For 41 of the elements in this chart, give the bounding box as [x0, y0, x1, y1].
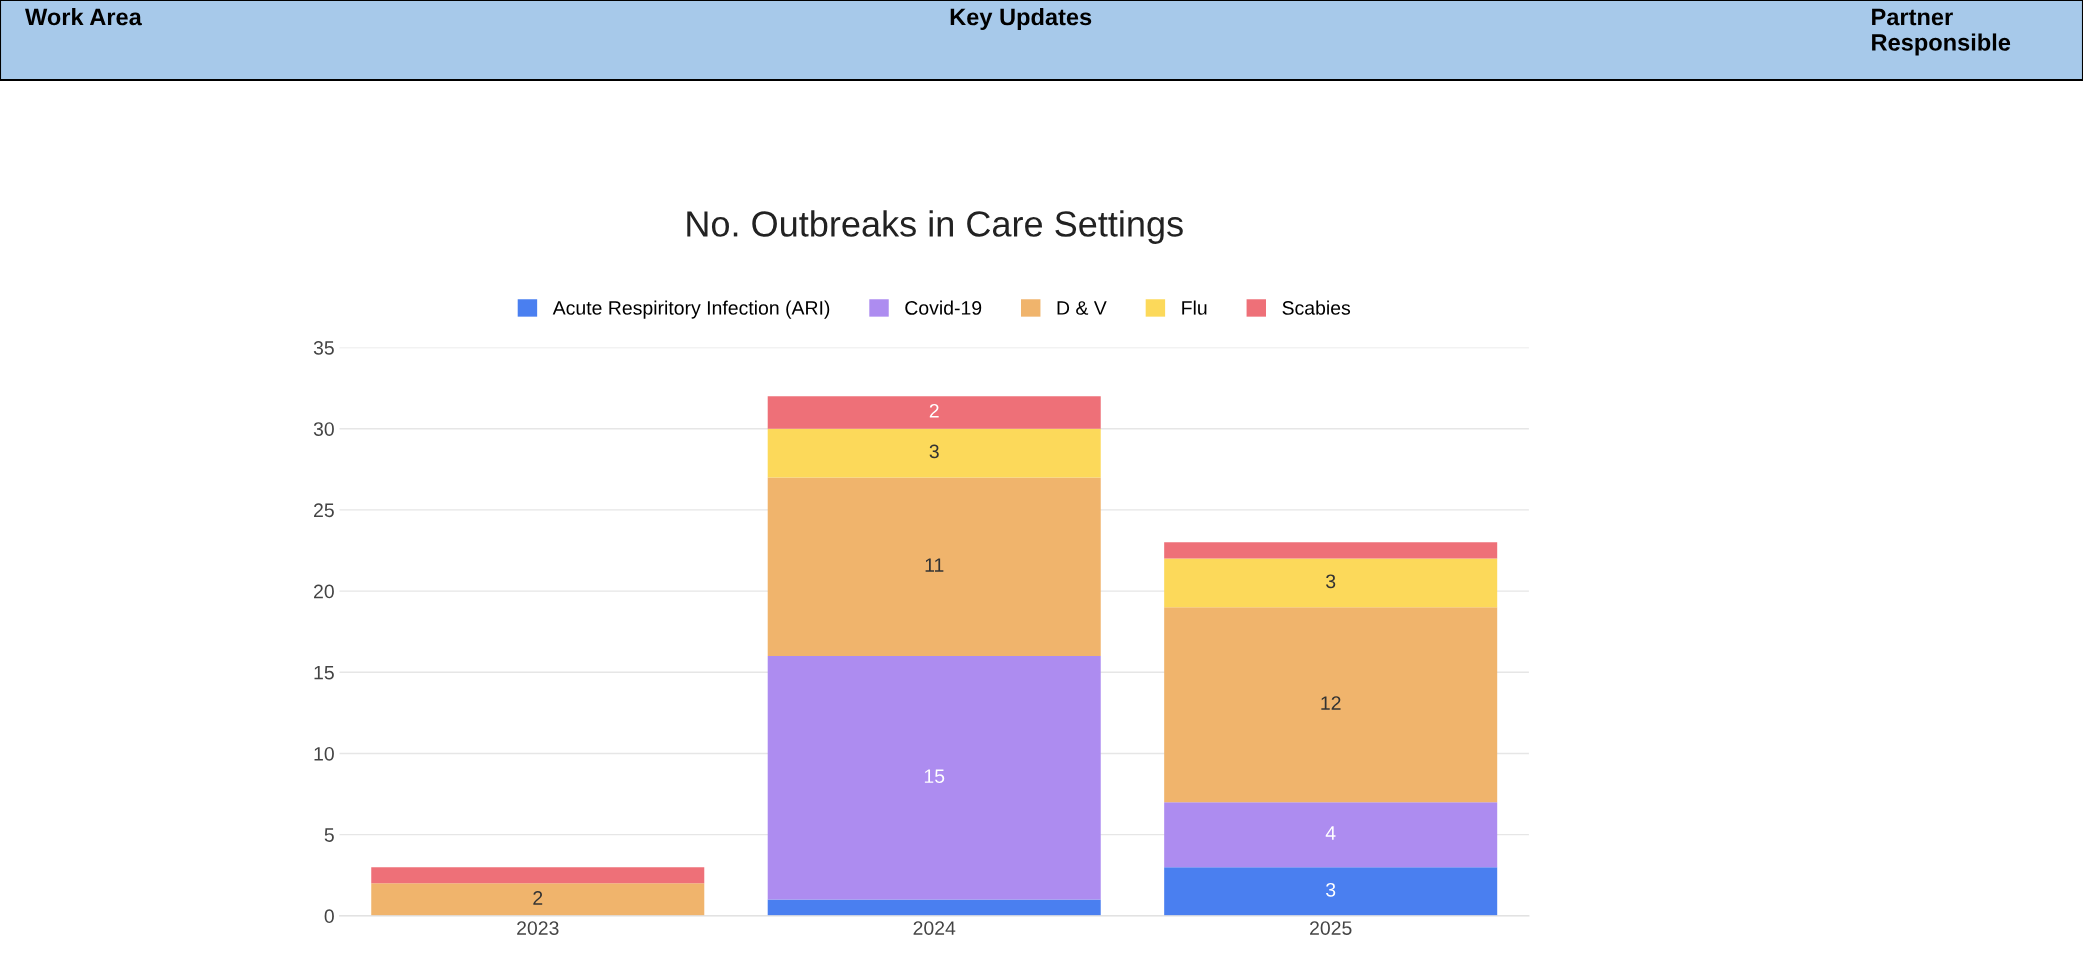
data-label: 4 — [1325, 826, 1336, 840]
y-tick-label: 15 — [314, 665, 334, 680]
y-tick-label: 0 — [324, 909, 334, 924]
bar — [1164, 802, 1498, 868]
data-label: 2 — [533, 891, 543, 905]
data-label: 11 — [925, 558, 944, 572]
x-tick-label: 2025 — [1310, 921, 1352, 935]
bar — [371, 883, 705, 916]
chart-title: No. Outbreaks in Care Settings — [687, 210, 1183, 244]
bar — [767, 396, 1101, 429]
x-tick-label: 2024 — [913, 921, 956, 935]
bar — [371, 867, 705, 884]
bar — [767, 656, 1101, 900]
x-tick-label: 2023 — [517, 921, 559, 935]
bar — [1164, 607, 1498, 803]
bar — [767, 899, 1101, 916]
y-tick-label: 30 — [313, 422, 334, 436]
y-tick-label: 20 — [314, 584, 334, 599]
text: Key Updates — [950, 8, 1092, 31]
text: Work Area — [25, 8, 142, 26]
y-tick-label: 35 — [313, 340, 334, 355]
bar — [1164, 867, 1498, 916]
text: Partner Responsible — [1872, 8, 2011, 56]
y-tick-label: 5 — [324, 828, 334, 842]
bar — [1164, 542, 1498, 559]
y-tick-label: 10 — [314, 746, 334, 761]
data-label: 3 — [929, 444, 939, 459]
bar — [767, 477, 1101, 657]
bar — [1164, 558, 1498, 608]
data-label: 12 — [1321, 696, 1341, 710]
bar — [767, 428, 1101, 478]
legend-label: Acute Respiritory Infection (ARI) — [552, 300, 830, 319]
data-label: 15 — [924, 769, 945, 784]
legend-label: Flu — [1182, 300, 1207, 315]
legend-label: Scabies — [1282, 300, 1351, 315]
legend-label: D & V — [1057, 301, 1107, 315]
legend-label: Covid-19 — [905, 300, 982, 315]
data-label: 2 — [929, 403, 939, 418]
data-label: 3 — [1326, 574, 1336, 589]
data-label: 3 — [1326, 882, 1336, 897]
y-tick-label: 25 — [314, 503, 334, 518]
